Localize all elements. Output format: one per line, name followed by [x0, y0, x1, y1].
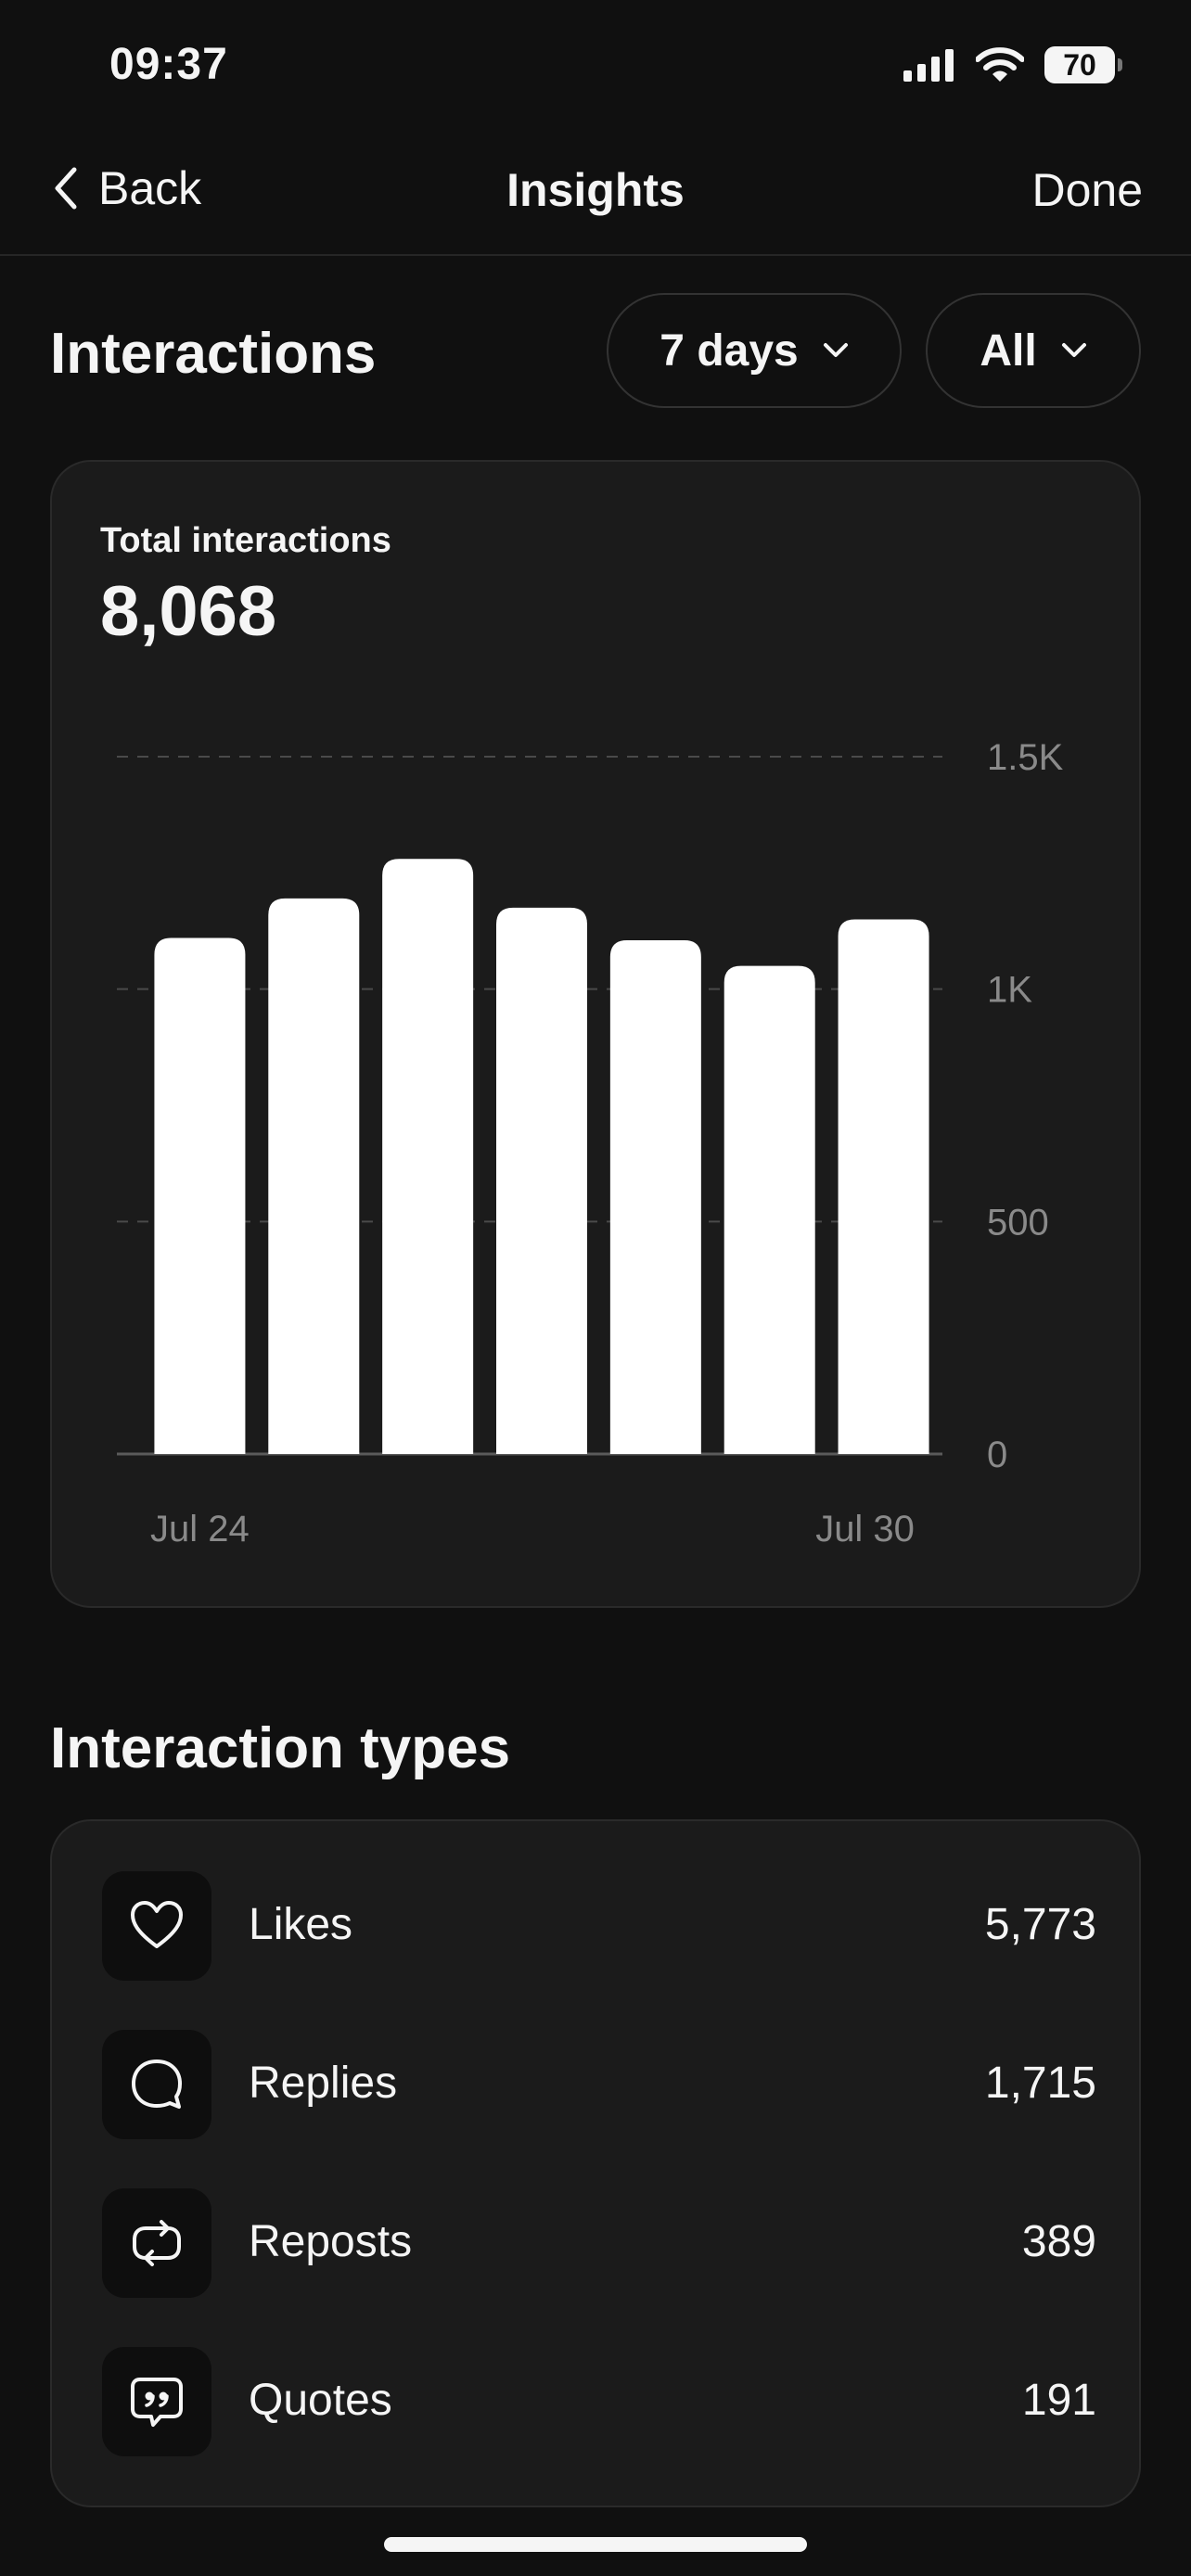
interaction-types-title: Interaction types	[50, 1715, 510, 1781]
interaction-types-card: Likes 5,773 Replies 1,715 Reposts 389	[50, 1819, 1141, 2507]
y-tick-label: 500	[987, 1202, 1049, 1243]
status-time: 09:37	[109, 39, 228, 90]
likes-count: 5,773	[985, 1899, 1096, 1950]
interaction-type-row-quotes: Quotes 191	[102, 2347, 1096, 2456]
chart-bar	[268, 899, 359, 1454]
y-tick-label: 1K	[987, 970, 1032, 1011]
y-tick-label: 1.5K	[987, 737, 1064, 778]
chevron-down-icon	[823, 342, 849, 359]
chart-bar	[382, 859, 473, 1454]
battery-icon: 70	[1044, 46, 1115, 83]
interactions-chart-card: Total interactions 8,068 0 500 1K 1.5K Jul 2…	[50, 460, 1141, 1608]
repost-icon	[102, 2188, 211, 2298]
chevron-down-icon	[1061, 342, 1087, 359]
cellular-signal-icon	[903, 48, 955, 82]
interactions-title: Interactions	[50, 321, 376, 387]
quotes-count: 191	[1022, 2375, 1096, 2426]
interaction-type-row-likes: Likes 5,773	[102, 1871, 1096, 1981]
chart-bar	[496, 908, 587, 1454]
interaction-type-row-replies: Replies 1,715	[102, 2030, 1096, 2139]
reposts-label: Reposts	[249, 2216, 412, 2267]
heart-icon	[102, 1871, 211, 1981]
page-title: Insights	[0, 163, 1191, 217]
wifi-icon	[976, 46, 1024, 83]
chart-bar	[610, 940, 701, 1454]
status-indicators: 70	[903, 46, 1115, 83]
reposts-count: 389	[1022, 2216, 1096, 2267]
battery-level: 70	[1063, 48, 1096, 83]
interactions-bar-chart: 0 500 1K 1.5K Jul 24 Jul 30	[52, 462, 1143, 1610]
status-bar: 09:37 70	[0, 0, 1191, 130]
reply-bubble-icon	[102, 2030, 211, 2139]
x-tick-label: Jul 30	[815, 1509, 915, 1549]
period-filter-dropdown[interactable]: 7 days	[607, 293, 902, 408]
chart-bar	[154, 938, 245, 1454]
quotes-label: Quotes	[249, 2375, 392, 2426]
x-tick-label: Jul 24	[150, 1509, 250, 1549]
type-filter-dropdown[interactable]: All	[926, 293, 1141, 408]
likes-label: Likes	[249, 1899, 352, 1950]
replies-label: Replies	[249, 2058, 397, 2109]
y-tick-label: 0	[987, 1435, 1007, 1475]
chart-bar	[839, 919, 929, 1454]
home-indicator[interactable]	[384, 2537, 807, 2552]
type-filter-label: All	[980, 325, 1036, 376]
replies-count: 1,715	[985, 2058, 1096, 2109]
navigation-bar: Back Insights Done	[0, 139, 1191, 256]
quote-icon	[102, 2347, 211, 2456]
interaction-type-row-reposts: Reposts 389	[102, 2188, 1096, 2298]
chart-bar	[724, 966, 815, 1454]
period-filter-label: 7 days	[660, 325, 798, 376]
done-button[interactable]: Done	[1031, 163, 1143, 217]
